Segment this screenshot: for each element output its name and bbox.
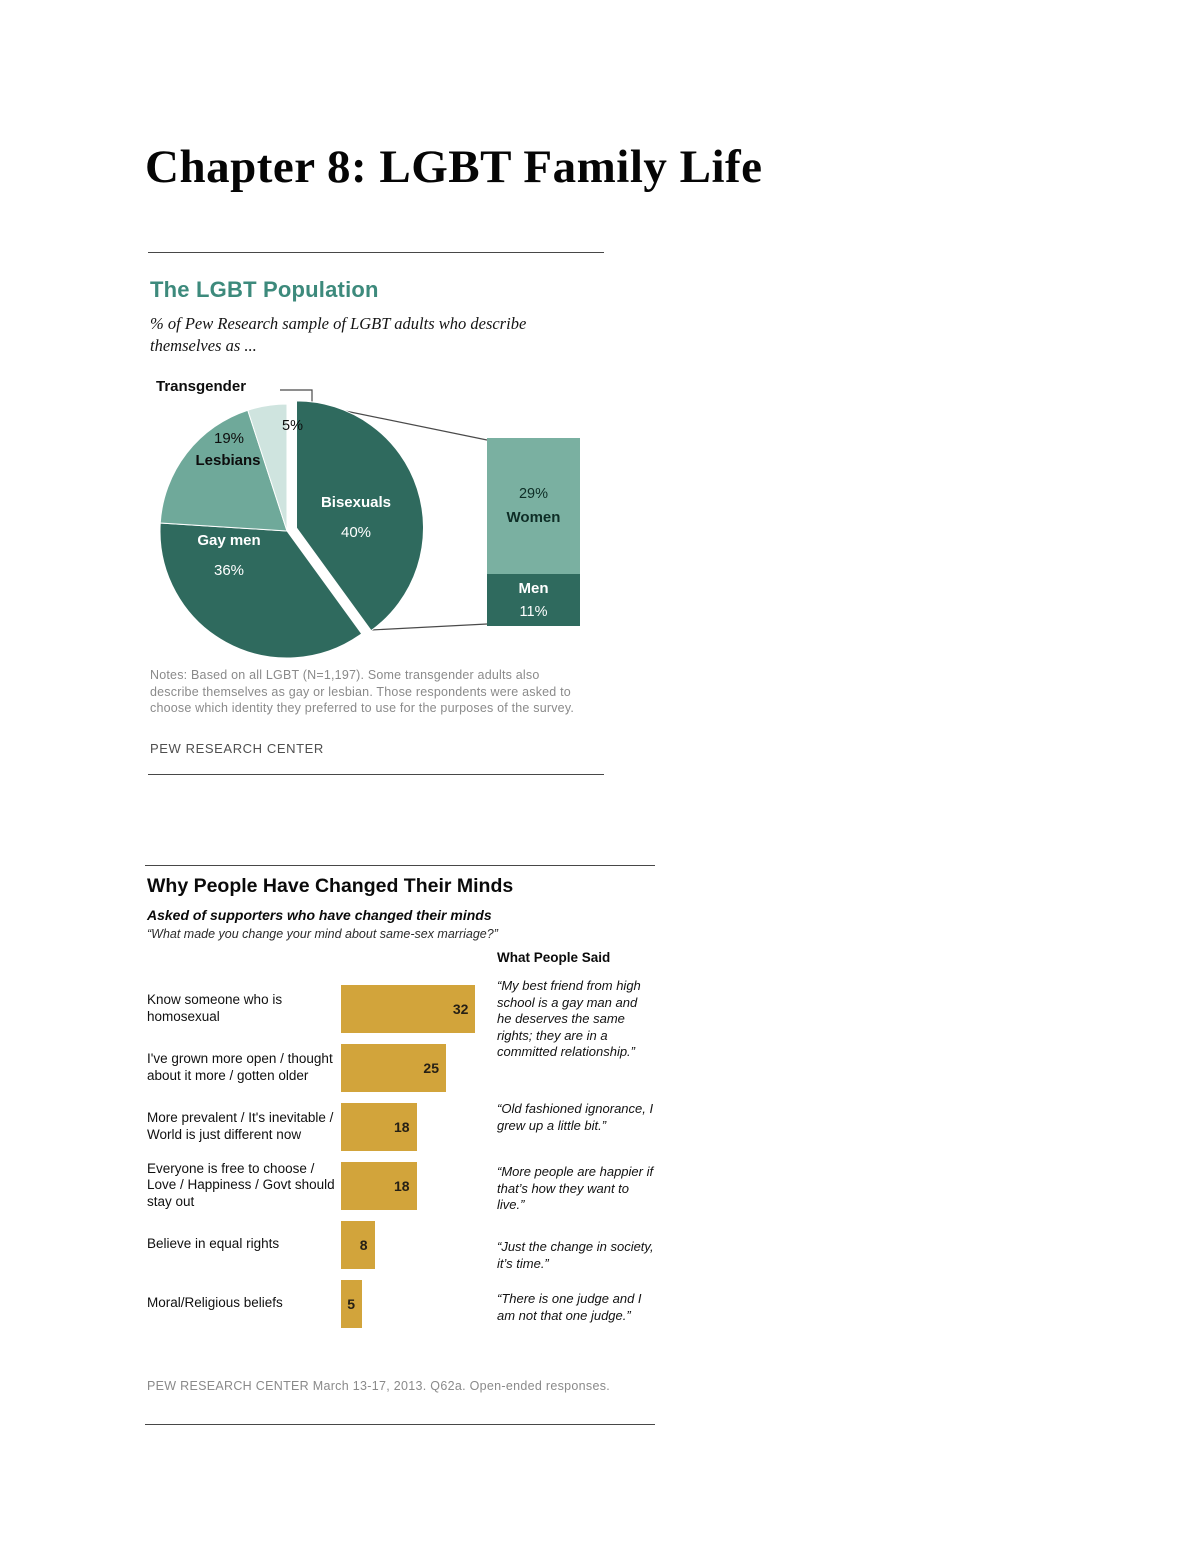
slice-value-transgender: 5% bbox=[282, 418, 303, 434]
slice-value-gay-men: 36% bbox=[213, 562, 245, 579]
figure-subtitle: % of Pew Research sample of LGBT adults … bbox=[150, 314, 527, 356]
pie-slices bbox=[159, 400, 424, 659]
pie-slice-lesbians bbox=[159, 409, 288, 532]
changed-minds-figure: Why People Have Changed Their Minds Aske… bbox=[145, 865, 655, 1425]
figure-source: PEW RESEARCH CENTER bbox=[150, 741, 324, 756]
bar: 25 bbox=[341, 1043, 446, 1092]
slice-value-lesbians: 19% bbox=[213, 430, 245, 447]
bar-category-label: Everyone is free to choose / Love / Happ… bbox=[147, 1161, 335, 1209]
figure-subtitle: Asked of supporters who have changed the… bbox=[147, 907, 492, 923]
lgbt-population-figure: The LGBT Population % of Pew Research sa… bbox=[148, 252, 604, 775]
bar-value-label: 32 bbox=[452, 1000, 469, 1017]
slice-label-transgender: Transgender bbox=[156, 378, 247, 395]
men-value: 11% bbox=[519, 604, 548, 621]
figure-question: “What made you change your mind about sa… bbox=[147, 927, 498, 941]
bar: 5 bbox=[341, 1279, 362, 1328]
bar-value-label: 18 bbox=[394, 1177, 410, 1194]
figure-title: Why People Have Changed Their Minds bbox=[147, 875, 514, 897]
figure-title: The LGBT Population bbox=[150, 277, 379, 302]
breakout-line-bottom bbox=[370, 623, 488, 631]
pie-slice-bisexuals bbox=[296, 400, 424, 632]
slice-label-gay-men: Gay men bbox=[197, 532, 261, 549]
bar: 8 bbox=[341, 1220, 375, 1269]
quote-moral-beliefs: “There is one judge and I am not that on… bbox=[497, 1291, 642, 1323]
transgender-callout-line bbox=[280, 389, 313, 406]
pie-slice-gay-men bbox=[159, 522, 363, 659]
slice-value-bisexuals: 40% bbox=[340, 524, 372, 541]
breakout-segment-men: Men 11% bbox=[487, 574, 580, 626]
slice-label-lesbians: Lesbians bbox=[195, 452, 261, 469]
bar-row: Everyone is free to choose / Love / Happ… bbox=[147, 1156, 497, 1215]
figure-source: PEW RESEARCH CENTER March 13-17, 2013. Q… bbox=[147, 1379, 611, 1393]
gender-breakout-bar: 29% Women Men 11% bbox=[487, 438, 580, 626]
bar: 18 bbox=[341, 1102, 417, 1151]
bar-chart: What People Said Know someone who is hom… bbox=[145, 948, 655, 1370]
bar-row: Believe in equal rights 8 bbox=[147, 1215, 497, 1274]
bar-row: Moral/Religious beliefs 5 bbox=[147, 1274, 497, 1333]
bar-row: More prevalent / It's inevitable / World… bbox=[147, 1097, 497, 1156]
bar-row: I've grown more open / thought about it … bbox=[147, 1038, 497, 1097]
figure-notes: Notes: Based on all LGBT (N=1,197). Some… bbox=[150, 668, 575, 715]
pie-svg bbox=[159, 389, 488, 659]
bar-rows: Know someone who is homosexual 32 I've gro… bbox=[147, 979, 497, 1333]
bar-row: Know someone who is homosexual 32 bbox=[147, 979, 497, 1038]
chapter-title: Chapter 8: LGBT Family Life bbox=[145, 141, 763, 193]
bar: 18 bbox=[341, 1161, 417, 1210]
men-label: Men bbox=[518, 580, 549, 598]
quote-know-someone: “My best friend from high school is a ga… bbox=[497, 978, 641, 1059]
slice-label-bisexuals: Bisexuals bbox=[320, 494, 392, 511]
bar-category-label: Moral/Religious beliefs bbox=[147, 1295, 283, 1311]
pie-slice-transgender bbox=[247, 403, 288, 532]
bar-category-label: More prevalent / It's inevitable / World… bbox=[147, 1110, 334, 1142]
quote-equal-rights: “Just the change in society, it’s time.” bbox=[497, 1239, 654, 1271]
quotes-header: What People Said bbox=[497, 950, 611, 965]
bar-value-label: 18 bbox=[394, 1118, 410, 1135]
bar-value-label: 8 bbox=[359, 1236, 368, 1253]
bar-category-label: Believe in equal rights bbox=[147, 1236, 280, 1252]
pie-chart: Transgender 5% 19% Lesbians Bisexuals 40… bbox=[148, 374, 604, 666]
bar-category-label: Know someone who is homosexual bbox=[147, 992, 283, 1024]
breakout-segment-women: 29% Women bbox=[487, 438, 580, 575]
quote-more-open: “Old fashioned ignorance, I grew up a li… bbox=[497, 1101, 654, 1133]
women-value: 29% bbox=[518, 486, 549, 503]
bar: 32 bbox=[341, 984, 476, 1033]
bar-value-label: 5 bbox=[347, 1295, 355, 1312]
bar-category-label: I've grown more open / thought about it … bbox=[147, 1051, 333, 1083]
bar-value-label: 25 bbox=[423, 1059, 439, 1076]
quote-more-prevalent: “More people are happier if that’s how t… bbox=[497, 1164, 654, 1212]
women-label: Women bbox=[506, 509, 561, 527]
